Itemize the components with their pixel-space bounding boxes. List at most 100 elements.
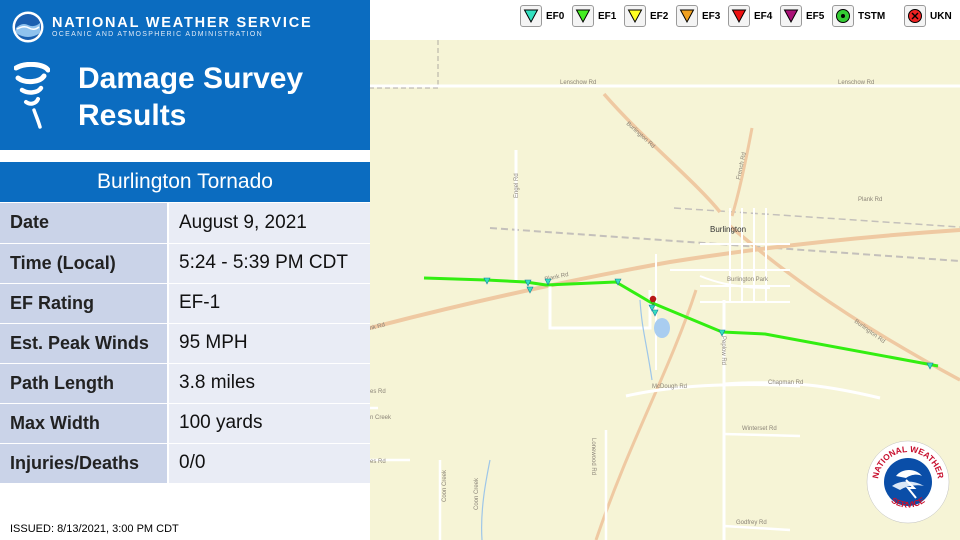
label-coon-creek-s: Coon Creek bbox=[474, 477, 480, 510]
label-peplow: Peplow Rd bbox=[720, 336, 726, 365]
damage-point-ef0[interactable] bbox=[526, 286, 534, 294]
legend-item-ef1: EF1 bbox=[572, 4, 616, 28]
legend-label: EF2 bbox=[650, 10, 669, 22]
legend-ef2-icon bbox=[624, 5, 646, 27]
row-label: Injuries/Deaths bbox=[0, 443, 169, 484]
road-plank bbox=[370, 228, 960, 330]
label-burlington-park: Burlington Park bbox=[727, 277, 769, 283]
legend-label: EF4 bbox=[754, 10, 773, 22]
label-lenschow-w: Lenschow Rd bbox=[560, 80, 596, 86]
row-value: 5:24 - 5:39 PM CDT bbox=[168, 243, 370, 284]
map-area[interactable]: Lenschow Rd Lenschow Rd Burlington Rd Fr… bbox=[370, 0, 960, 540]
damage-point-ef0[interactable] bbox=[651, 309, 659, 317]
seal-text-bottom: SERVICE bbox=[890, 495, 927, 510]
legend-item-ef3: EF3 bbox=[676, 4, 720, 28]
table-row: Injuries/Deaths 0/0 bbox=[0, 443, 370, 484]
road-french bbox=[730, 127, 754, 217]
table-row: Est. Peak Winds 95 MPH bbox=[0, 323, 370, 364]
legend-ukn-icon bbox=[904, 5, 926, 27]
legend-label: TSTM bbox=[858, 10, 886, 22]
info-panel: NATIONAL WEATHER SERVICE OCEANIC AND ATM… bbox=[0, 0, 370, 540]
label-es-rd-2: es Rd bbox=[370, 389, 386, 395]
road-burlington-south bbox=[728, 224, 960, 382]
damage-point-ef0[interactable] bbox=[718, 329, 726, 337]
label-chapman: Chapman Rd bbox=[768, 380, 803, 386]
label-coon-creek-w: Coon Creek bbox=[442, 469, 448, 502]
row-value: 95 MPH bbox=[168, 323, 370, 364]
noaa-logo-icon bbox=[12, 11, 44, 43]
label-lonewood: Lonewood Rd bbox=[590, 438, 596, 475]
legend-label: EF1 bbox=[598, 10, 617, 22]
railroad-line bbox=[673, 207, 960, 228]
legend-item-ukn: UKN bbox=[904, 4, 952, 28]
road-chapman bbox=[723, 381, 881, 400]
legend-ef5-icon bbox=[780, 5, 802, 27]
survey-details-table: Date August 9, 2021 Time (Local) 5:24 - … bbox=[0, 203, 370, 484]
road-winterset bbox=[723, 432, 801, 438]
row-label: EF Rating bbox=[0, 283, 169, 324]
panel-title-line2: Results bbox=[78, 99, 187, 132]
road-park bbox=[699, 275, 771, 289]
legend-item-ef2: EF2 bbox=[624, 4, 668, 28]
row-value: 3.8 miles bbox=[168, 363, 370, 404]
damage-track-map[interactable]: Lenschow Rd Lenschow Rd Burlington Rd Fr… bbox=[370, 40, 960, 540]
legend-label: EF3 bbox=[702, 10, 721, 22]
agency-subtitle: OCEANIC AND ATMOSPHERIC ADMINISTRATION bbox=[52, 31, 263, 38]
table-row: Date August 9, 2021 bbox=[0, 203, 370, 244]
event-title: Burlington Tornado bbox=[0, 162, 370, 202]
legend-label: UKN bbox=[930, 10, 952, 22]
legend-item-tstm: TSTM bbox=[832, 4, 885, 28]
row-label: Date bbox=[0, 203, 169, 244]
table-row: EF Rating EF-1 bbox=[0, 283, 370, 324]
label-godfrey: Godfrey Rd bbox=[736, 520, 767, 526]
row-value: 0/0 bbox=[168, 443, 370, 484]
label-french: French Rd bbox=[736, 152, 748, 181]
road-engel-s bbox=[548, 286, 652, 330]
tornado-track[interactable] bbox=[423, 276, 939, 368]
creek-line bbox=[481, 299, 653, 540]
panel-header: NATIONAL WEATHER SERVICE OCEANIC AND ATM… bbox=[0, 0, 370, 150]
row-label: Est. Peak Winds bbox=[0, 323, 169, 364]
road-south-diag bbox=[594, 289, 698, 540]
table-row: Time (Local) 5:24 - 5:39 PM CDT bbox=[0, 243, 370, 284]
road-godfrey bbox=[723, 524, 791, 532]
row-label: Path Length bbox=[0, 363, 169, 404]
label-engel: Engel Rd bbox=[514, 173, 520, 198]
label-nk-rd: nk Rd bbox=[370, 322, 386, 332]
label-n-creek: n Creek bbox=[370, 415, 392, 421]
label-lenschow-e: Lenschow Rd bbox=[838, 80, 874, 86]
row-value: EF-1 bbox=[168, 283, 370, 324]
damage-point-ef0[interactable] bbox=[544, 278, 552, 286]
legend-ef1-icon bbox=[572, 5, 594, 27]
damage-points bbox=[483, 277, 934, 370]
legend-item-ef0: EF0 bbox=[520, 4, 564, 28]
tornado-icon bbox=[14, 62, 50, 129]
damage-point-ef0[interactable] bbox=[483, 277, 491, 285]
damage-point-ef0[interactable] bbox=[648, 304, 656, 312]
legend-label: EF0 bbox=[546, 10, 565, 22]
legend-ef3-icon bbox=[676, 5, 698, 27]
damage-point-ef0[interactable] bbox=[926, 362, 934, 370]
label-winterset: Winterset Rd bbox=[742, 426, 777, 432]
tstm-report-point[interactable] bbox=[649, 295, 657, 303]
panel-title-line1: Damage Survey bbox=[78, 62, 304, 95]
seal-bottom-path: SERVICE bbox=[890, 495, 927, 510]
map-land bbox=[370, 40, 960, 540]
boundary-line bbox=[370, 40, 439, 89]
damage-point-ef0[interactable] bbox=[524, 279, 532, 287]
label-mcdough: McDough Rd bbox=[652, 384, 687, 390]
road-west bbox=[370, 406, 410, 462]
nws-seal-logo: NATIONAL WEATHER SERVICE bbox=[866, 440, 950, 524]
damage-point-ef0[interactable] bbox=[614, 278, 622, 286]
label-plank-w: Plank Rd bbox=[544, 272, 569, 283]
road-mcdough bbox=[625, 382, 801, 398]
row-label: Max Width bbox=[0, 403, 169, 444]
legend-label: EF5 bbox=[806, 10, 825, 22]
label-burlington-town: Burlington bbox=[710, 225, 746, 234]
legend-ef0-icon bbox=[520, 5, 542, 27]
legend-tstm-icon bbox=[832, 5, 854, 27]
label-es-rd-1: es Rd bbox=[370, 459, 386, 465]
row-value: 100 yards bbox=[168, 403, 370, 444]
pond bbox=[654, 318, 670, 338]
row-value: August 9, 2021 bbox=[168, 203, 370, 244]
